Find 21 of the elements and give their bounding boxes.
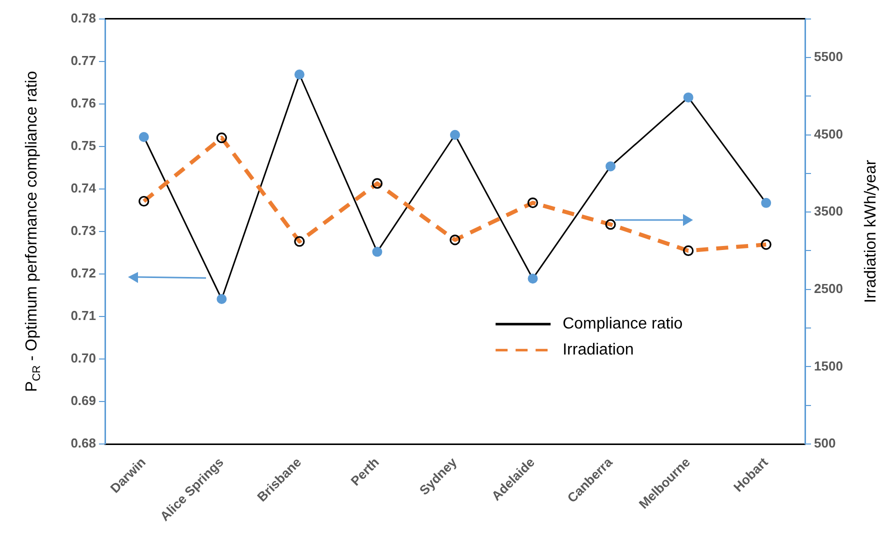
y-tick-label: 0.69 xyxy=(70,393,96,408)
y-axis-title: PCR - Optimum performance compliance ratio xyxy=(23,70,43,392)
y2-tick-label: 5500 xyxy=(814,49,843,64)
y-tick-label: 0.74 xyxy=(70,180,97,196)
y2-tick-label: 3500 xyxy=(814,204,843,219)
legend-label: Irradiation xyxy=(562,342,634,358)
y2-tick-label: 500 xyxy=(814,436,836,451)
y-tick-label: 0.71 xyxy=(70,308,96,324)
y-tick-label: 0.77 xyxy=(70,52,96,68)
y2-tick-label: 2500 xyxy=(814,280,843,296)
y-tick-label: 0.68 xyxy=(70,436,96,451)
y-tick-label: 0.73 xyxy=(70,222,96,238)
legend-label: Compliance ratio xyxy=(562,316,683,332)
y-tick-label: 0.76 xyxy=(70,95,96,110)
y2-tick-label: 1500 xyxy=(814,358,843,374)
y-tick-label: 0.75 xyxy=(70,138,96,153)
y-tick-label: 0.78 xyxy=(70,10,96,26)
y2-tick-label: 4500 xyxy=(814,126,843,142)
y-tick-label: 0.70 xyxy=(70,350,96,366)
y-tick-label: 0.72 xyxy=(70,266,96,280)
y2-axis-title: Irradiation kWh/year xyxy=(862,159,880,303)
